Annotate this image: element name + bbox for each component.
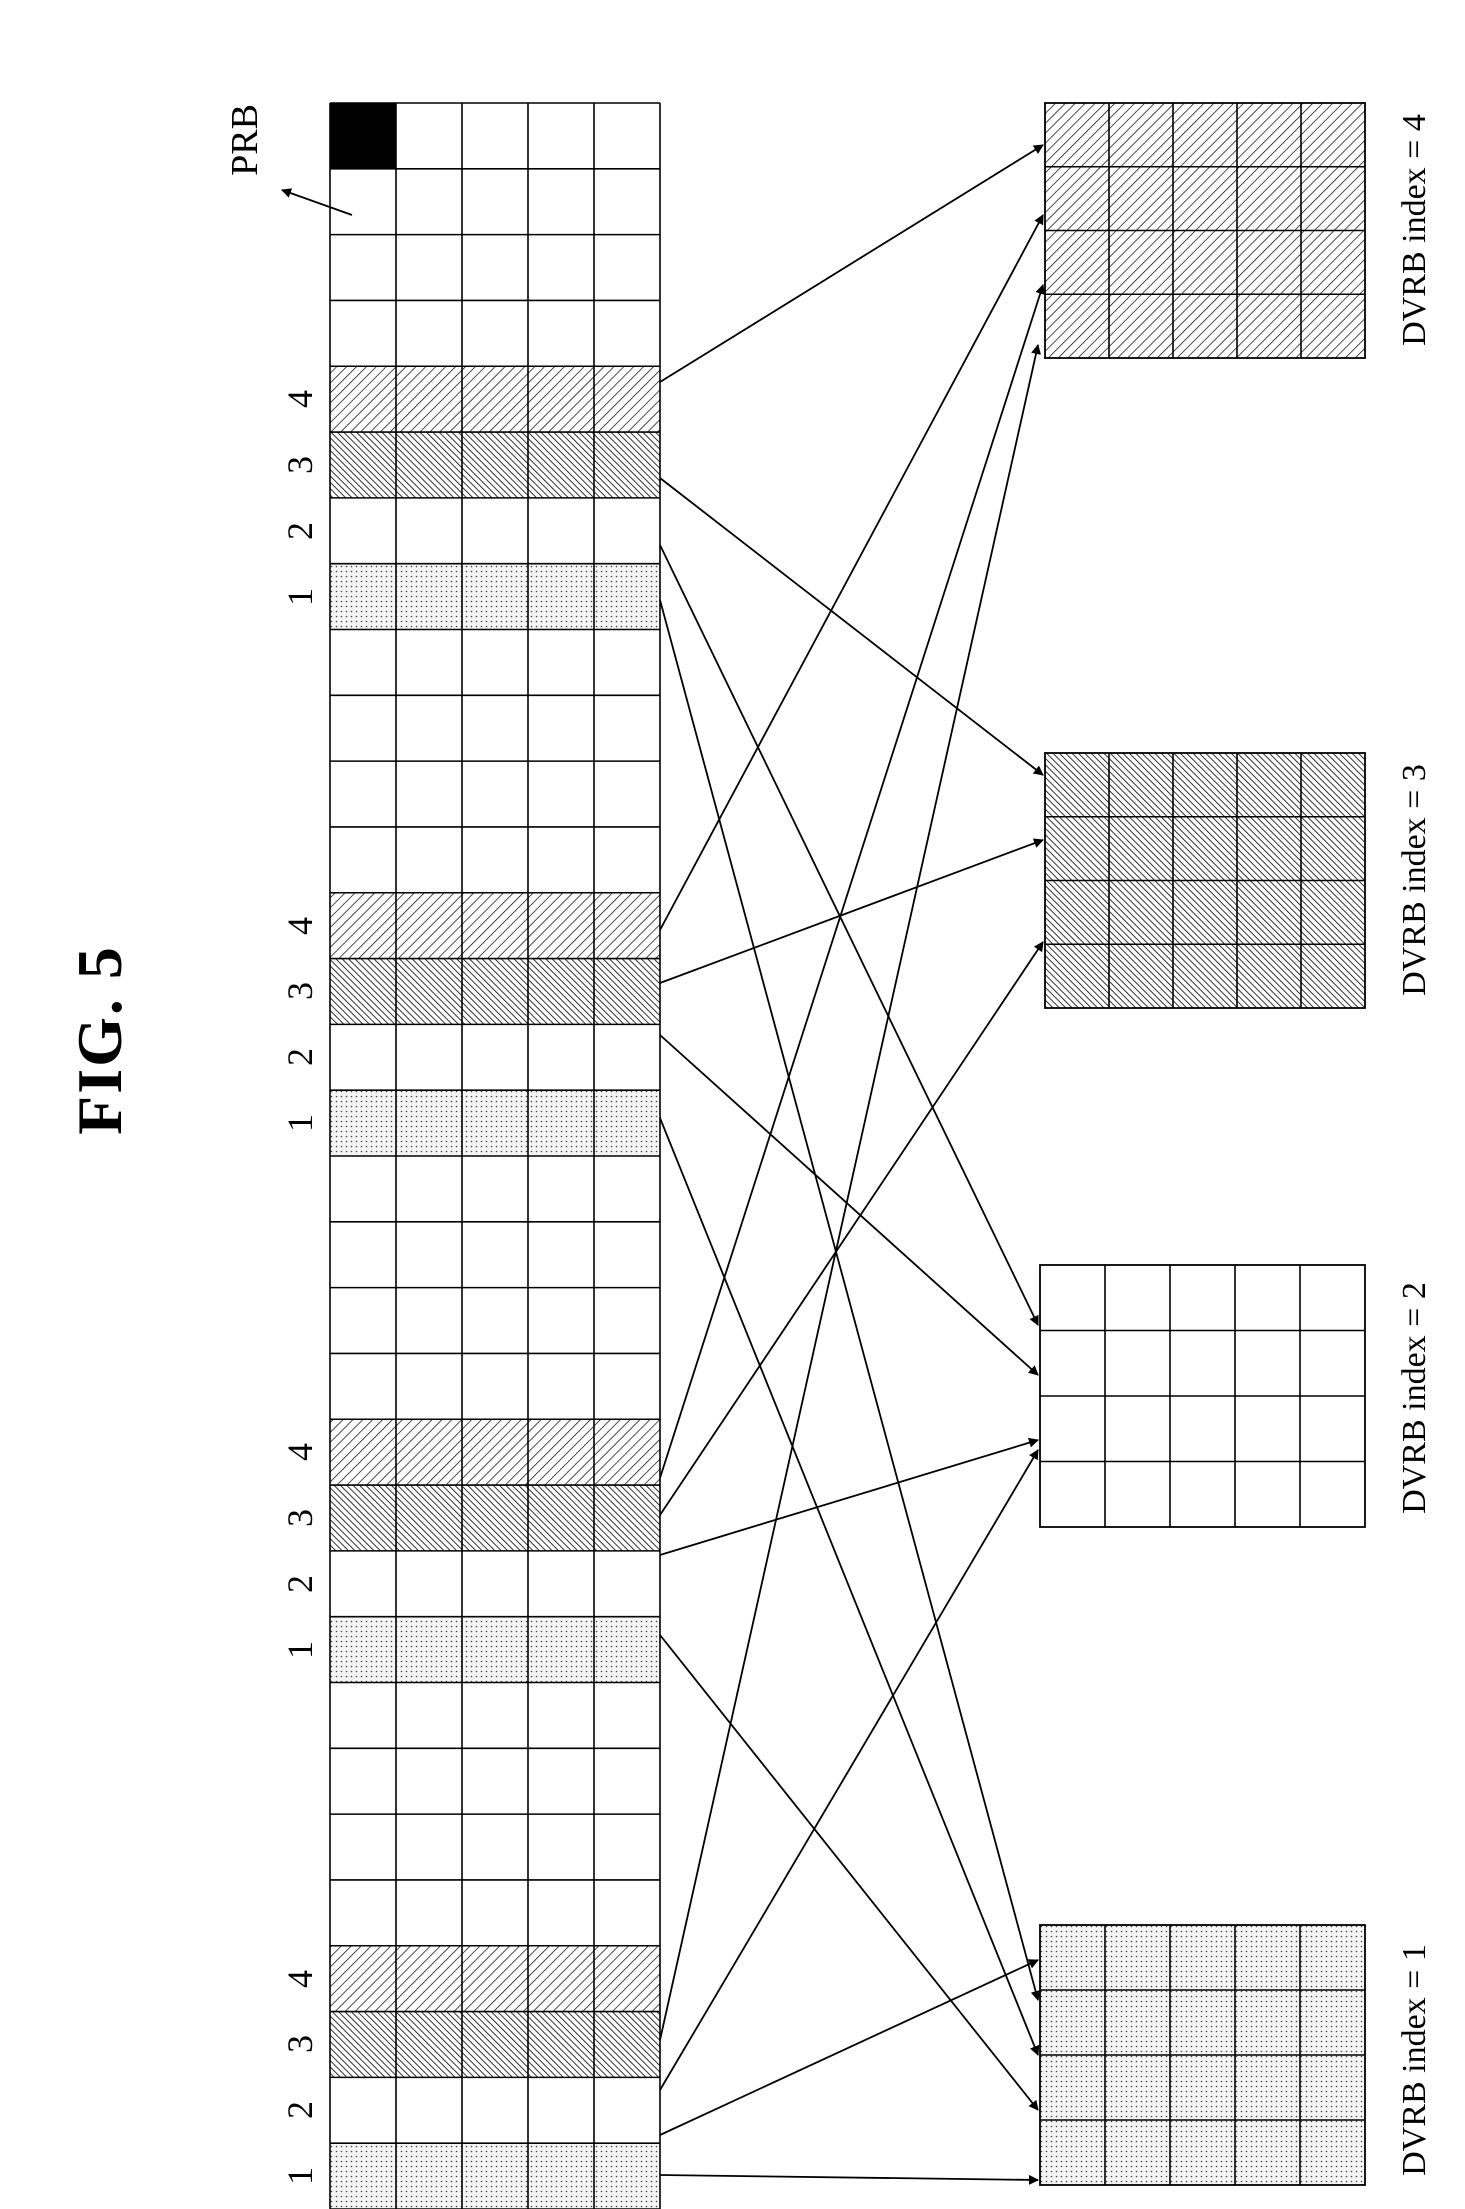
prb-row (330, 1222, 660, 1288)
row-number: 2 (279, 522, 321, 540)
row-number: 4 (279, 917, 321, 935)
prb-row (330, 1748, 660, 1814)
prb-row (330, 564, 660, 630)
prb-row (330, 1946, 660, 2012)
prb-row (330, 827, 660, 893)
prb-row (330, 1814, 660, 1880)
mapping-arrow (660, 1118, 1038, 2055)
row-number: 3 (279, 456, 321, 474)
prb-grid (330, 103, 660, 2209)
prb-row (330, 1880, 660, 1946)
prb-row (330, 630, 660, 696)
mapping-arrow (660, 1635, 1038, 2110)
row-number: 1 (279, 1641, 321, 1659)
prb-row (330, 169, 660, 235)
dvrb-label-2: DVRB index = 2 (1396, 1282, 1434, 1514)
prb-row (330, 300, 660, 366)
mapping-arrow (660, 1960, 1038, 2135)
dvrb-blocks (1040, 103, 1365, 2185)
prb-row (330, 893, 660, 959)
row-number: 3 (279, 1509, 321, 1527)
row-number: 1 (279, 2167, 321, 2185)
prb-label: PRB (223, 104, 267, 176)
prb-row (330, 235, 660, 301)
mapping-arrow (660, 1440, 1038, 1555)
mapping-arrow (660, 1450, 1038, 2090)
prb-row (330, 2143, 660, 2209)
row-number: 4 (279, 1443, 321, 1461)
prb-row (330, 1288, 660, 1354)
row-number: 4 (279, 390, 321, 408)
prb-highlight-cell (330, 103, 396, 169)
prb-row (330, 498, 660, 564)
prb-row (330, 1353, 660, 1419)
dvrb-label-3: DVRB index = 3 (1396, 764, 1434, 996)
row-number: 3 (279, 2035, 321, 2053)
prb-row (330, 366, 660, 432)
mapping-arrow (660, 2175, 1038, 2180)
prb-row (330, 1024, 660, 1090)
prb-row (330, 1156, 660, 1222)
prb-row (330, 1683, 660, 1749)
prb-row (330, 2012, 660, 2078)
mapping-arrow (660, 1035, 1038, 1375)
dvrb-label-4: DVRB index = 4 (1396, 114, 1434, 346)
row-number: 4 (279, 1970, 321, 1988)
row-number: 1 (279, 1114, 321, 1132)
row-number: 2 (279, 1048, 321, 1066)
prb-row (330, 1419, 660, 1485)
prb-row (330, 1551, 660, 1617)
dvrb-label-1: DVRB index = 1 (1396, 1944, 1434, 2176)
prb-row (330, 1485, 660, 1551)
prb-row (330, 432, 660, 498)
mapping-arrow (660, 942, 1043, 1515)
mapping-arrow (660, 215, 1043, 930)
prb-row (330, 761, 660, 827)
prb-row (330, 1090, 660, 1156)
mapping-arrow (660, 285, 1043, 1478)
mapping-arrow (660, 840, 1043, 983)
prb-row (330, 695, 660, 761)
row-number: 1 (279, 588, 321, 606)
mapping-arrow (660, 545, 1038, 1325)
prb-row (330, 2077, 660, 2143)
row-number: 2 (279, 2101, 321, 2119)
mapping-arrow (660, 145, 1043, 382)
mapping-arrow (660, 345, 1038, 2040)
row-number: 3 (279, 982, 321, 1000)
mapping-arrow (660, 478, 1043, 775)
row-number: 2 (279, 1575, 321, 1593)
mapping-arrows (660, 145, 1043, 2180)
prb-row (330, 959, 660, 1025)
prb-row (330, 1617, 660, 1683)
